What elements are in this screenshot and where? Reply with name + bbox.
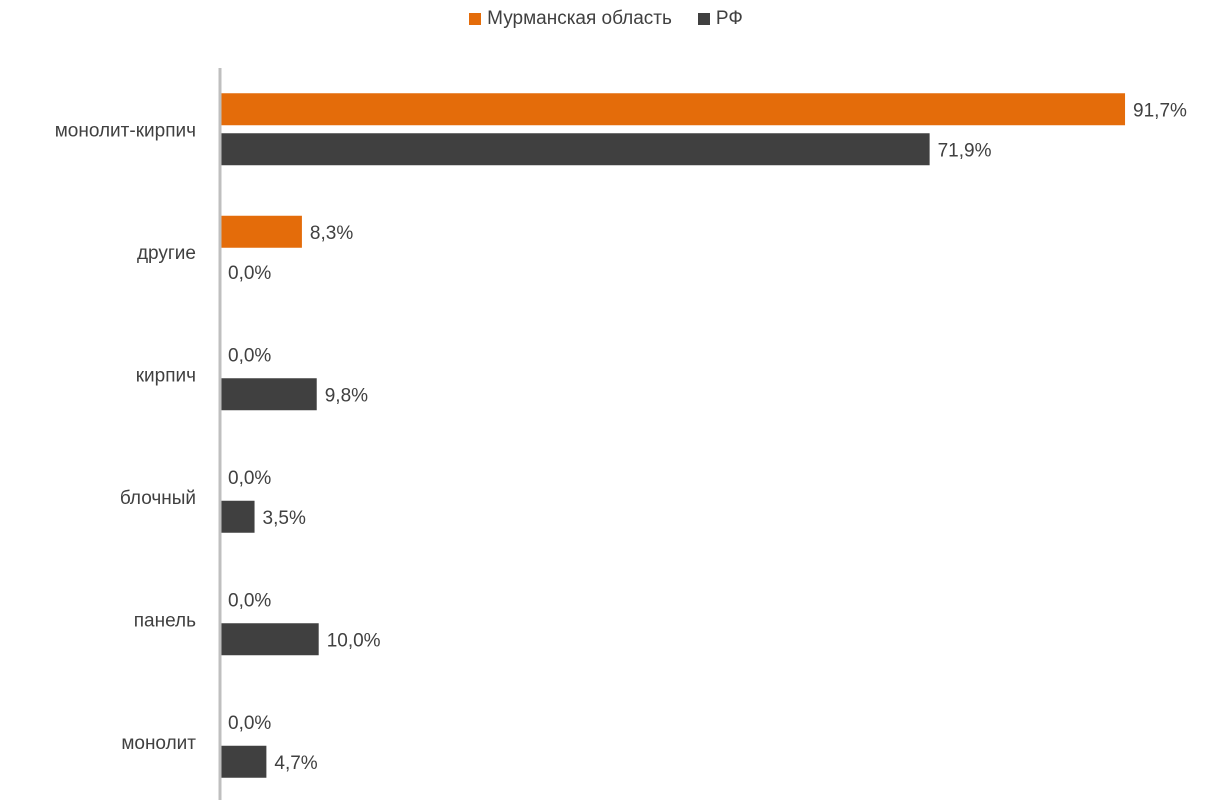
- bar: [220, 500, 255, 533]
- bar: [220, 623, 319, 656]
- legend-item-rf[interactable]: РФ: [697, 8, 743, 30]
- data-label: 9,8%: [325, 385, 368, 406]
- data-label: 0,0%: [228, 590, 271, 611]
- category-label: панель: [134, 610, 196, 631]
- category-label: монолит: [121, 733, 196, 754]
- bar: [220, 378, 317, 411]
- legend-item-murmansk[interactable]: Мурманская область: [469, 8, 672, 30]
- data-label: 0,0%: [228, 468, 271, 489]
- legend-label-murmansk: Мурманская область: [487, 8, 672, 29]
- category-label: кирпич: [136, 365, 196, 386]
- bar: [220, 93, 1126, 126]
- data-label: 3,5%: [263, 508, 306, 529]
- category-label: монолит-кирпич: [55, 120, 196, 141]
- data-label: 91,7%: [1133, 100, 1187, 121]
- bar: [220, 745, 267, 778]
- legend-label-rf: РФ: [715, 8, 743, 29]
- data-label: 0,0%: [228, 263, 271, 284]
- data-label: 71,9%: [938, 140, 992, 161]
- data-label: 0,0%: [228, 345, 271, 366]
- category-label: блочный: [120, 488, 196, 509]
- legend: Мурманская область РФ: [0, 8, 1212, 30]
- data-label: 10,0%: [327, 630, 381, 651]
- data-label: 8,3%: [310, 223, 353, 244]
- legend-swatch-rf: [697, 13, 710, 25]
- legend-swatch-murmansk: [469, 13, 482, 25]
- data-label: 4,7%: [274, 753, 317, 774]
- bar: [220, 133, 930, 166]
- data-label: 0,0%: [228, 713, 271, 734]
- bar: [220, 215, 302, 248]
- category-label: другие: [137, 243, 196, 264]
